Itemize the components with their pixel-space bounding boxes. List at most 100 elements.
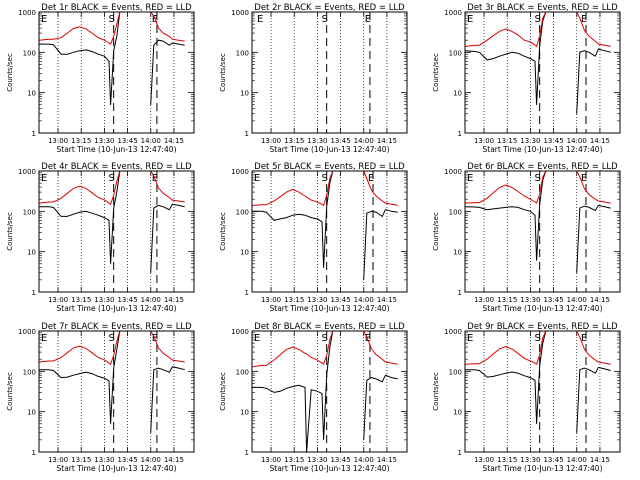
lld-series-line <box>39 11 185 45</box>
y-tick-label: 100 <box>23 368 36 376</box>
plot-frame <box>251 11 408 134</box>
x-tick-label: 13:00 <box>261 456 281 464</box>
y-tick-label: 1 <box>458 449 462 457</box>
marker-label: E <box>365 333 371 344</box>
x-tick-label: 14:00 <box>141 296 161 304</box>
y-tick-label: 10 <box>27 90 36 98</box>
y-axis-label: Counts/sec <box>432 53 440 92</box>
marker-label: E <box>41 14 47 25</box>
x-tick-label: 13:00 <box>474 137 494 145</box>
panel-title: Det 1r BLACK = Events, RED = LLD <box>41 3 192 13</box>
x-tick-label: 14:15 <box>377 137 397 145</box>
x-tick-label: 14:00 <box>567 296 587 304</box>
marker-label: E <box>41 333 47 344</box>
x-axis-label: Start Time (10-Jun-13 12:47:40) <box>483 464 603 473</box>
y-tick-label: 100 <box>449 368 462 376</box>
y-tick-label: 10 <box>453 409 462 417</box>
x-axis-label: Start Time (10-Jun-13 12:47:40) <box>57 145 177 154</box>
events-series-line <box>465 330 611 433</box>
x-axis-label: Start Time (10-Jun-13 12:47:40) <box>57 304 177 313</box>
marker-label: E <box>467 14 473 25</box>
x-tick-label: 14:00 <box>354 296 374 304</box>
x-tick-label: 13:45 <box>117 296 137 304</box>
x-tick-label: 13:15 <box>71 456 91 464</box>
x-tick-label: 14:00 <box>141 137 161 145</box>
y-axis-label: Counts/sec <box>6 372 14 411</box>
y-axis-label: Counts/sec <box>432 212 440 251</box>
y-tick-label: 1 <box>32 130 36 138</box>
x-tick-label: 13:30 <box>520 296 540 304</box>
events-series-line <box>465 170 611 273</box>
panel-title: Det 9r BLACK = Events, RED = LLD <box>467 322 618 332</box>
y-tick-label: 1000 <box>444 168 462 176</box>
detector-panel: Det 5r BLACK = Events, RED = LLD Counts/s… <box>219 162 408 313</box>
marker-label: S <box>321 173 327 184</box>
y-axis-label: Counts/sec <box>6 212 14 251</box>
marker-label: S <box>321 333 327 344</box>
marker-label: E <box>467 333 473 344</box>
lld-series-line <box>465 11 611 48</box>
plot-frame <box>38 170 195 293</box>
marker-label: S <box>108 333 114 344</box>
x-tick-label: 13:00 <box>474 296 494 304</box>
y-axis-label: Counts/sec <box>219 372 227 411</box>
x-axis-label: Start Time (10-Jun-13 12:47:40) <box>57 464 177 473</box>
y-tick-label: 100 <box>449 49 462 57</box>
marker-label: E <box>467 173 473 184</box>
events-series-line <box>39 330 185 433</box>
y-tick-label: 10 <box>453 90 462 98</box>
x-axis-label: Start Time (10-Jun-13 12:47:40) <box>270 304 390 313</box>
x-tick-label: 13:15 <box>284 296 304 304</box>
plot-frame <box>38 11 195 134</box>
lld-series-line <box>39 330 185 365</box>
y-tick-label: 1000 <box>444 9 462 17</box>
x-tick-label: 13:45 <box>543 296 563 304</box>
x-tick-label: 13:15 <box>71 137 91 145</box>
x-tick-label: 14:15 <box>164 296 184 304</box>
y-tick-label: 100 <box>23 49 36 57</box>
y-tick-label: 100 <box>449 208 462 216</box>
y-axis-label: Counts/sec <box>432 372 440 411</box>
x-tick-label: 13:00 <box>48 296 68 304</box>
x-tick-label: 13:30 <box>94 456 114 464</box>
y-tick-label: 10 <box>453 249 462 257</box>
x-tick-label: 13:15 <box>497 296 517 304</box>
x-tick-label: 13:15 <box>71 296 91 304</box>
detector-panel: Det 8r BLACK = Events, RED = LLD Counts/s… <box>219 322 408 473</box>
x-tick-label: 14:15 <box>377 296 397 304</box>
marker-label: E <box>365 14 371 25</box>
lld-series-line <box>252 330 398 368</box>
x-tick-label: 13:00 <box>261 296 281 304</box>
marker-label: E <box>581 173 587 184</box>
x-tick-label: 14:15 <box>164 456 184 464</box>
x-tick-label: 13:00 <box>474 456 494 464</box>
y-tick-label: 1000 <box>231 9 249 17</box>
plot-frame <box>38 330 195 453</box>
y-tick-label: 100 <box>236 368 249 376</box>
events-series-line <box>252 330 398 453</box>
marker-label: E <box>254 173 260 184</box>
marker-label: S <box>534 333 540 344</box>
x-tick-label: 14:00 <box>354 456 374 464</box>
marker-label: E <box>581 14 587 25</box>
x-axis-label: Start Time (10-Jun-13 12:47:40) <box>483 145 603 154</box>
y-tick-label: 100 <box>236 208 249 216</box>
x-tick-label: 13:45 <box>543 456 563 464</box>
y-axis-label: Counts/sec <box>6 53 14 92</box>
plot-frame <box>464 170 621 293</box>
x-axis-label: Start Time (10-Jun-13 12:47:40) <box>270 464 390 473</box>
lld-series-line <box>465 170 611 204</box>
x-tick-label: 13:30 <box>307 296 327 304</box>
plot-frame <box>464 330 621 453</box>
panel-title: Det 5r BLACK = Events, RED = LLD <box>254 162 405 172</box>
x-tick-label: 13:30 <box>307 137 327 145</box>
marker-label: E <box>581 333 587 344</box>
y-tick-label: 1000 <box>18 168 36 176</box>
y-tick-label: 1 <box>32 289 36 297</box>
panel-title: Det 4r BLACK = Events, RED = LLD <box>41 162 192 172</box>
marker-label: E <box>257 14 263 25</box>
x-tick-label: 13:30 <box>520 137 540 145</box>
y-tick-label: 10 <box>240 409 249 417</box>
panel-title: Det 8r BLACK = Events, RED = LLD <box>254 322 405 332</box>
